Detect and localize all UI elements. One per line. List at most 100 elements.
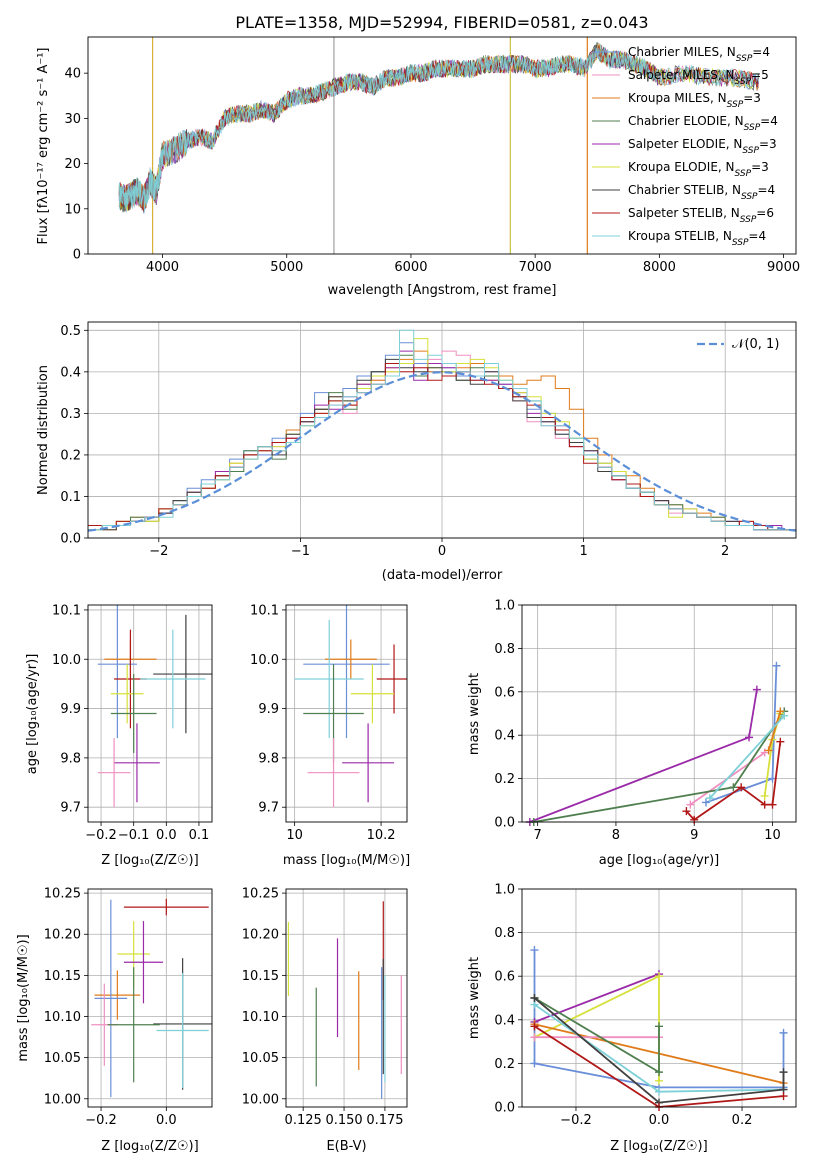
mass-weight-marker — [530, 1033, 539, 1042]
legend-label-tail: =3 — [751, 160, 769, 174]
legend-label-name: Kroupa STELIB, N — [628, 229, 732, 243]
legend-label-name: Chabrier MILES, N — [628, 45, 736, 59]
y-tick-label: 10.25 — [242, 887, 279, 902]
mass-weight-marker — [768, 800, 777, 809]
y-tick-label: 0.0 — [60, 532, 81, 547]
legend-label: Salpeter MILES, NSSP=5 — [628, 68, 769, 87]
y-tick-label: 10.10 — [242, 1010, 279, 1025]
legend-label-tail: =4 — [748, 229, 766, 243]
legend-label-sub: SSP — [736, 54, 753, 64]
mass-weight-marker — [776, 737, 785, 746]
histogram-series — [88, 329, 796, 531]
y-tick-label: 10.15 — [44, 969, 81, 984]
x-axis-label: (data-model)/error — [382, 568, 503, 583]
legend-label-name: Chabrier ELODIE, N — [628, 114, 744, 128]
legend-label-tail: =3 — [743, 91, 761, 105]
mass-weight-marker — [764, 746, 773, 755]
y-tick-label: 9.8 — [60, 751, 81, 766]
mass-weight-marker — [655, 1068, 663, 1077]
y-tick-label: 0.2 — [494, 772, 515, 787]
x-tick-label: 0.0 — [649, 1113, 670, 1128]
y-tick-label: 0.4 — [494, 1013, 515, 1028]
y-axis-label: mass [log₁₀(M/M☉)] — [16, 934, 31, 1061]
y-tick-label: 1.0 — [494, 883, 515, 898]
legend-label-name: Chabrier STELIB, N — [628, 183, 741, 197]
mass-weight-marker — [682, 807, 691, 816]
x-tick-label: 9000 — [767, 260, 800, 275]
y-axis-label: Flux [fλ10⁻¹⁷ erg cm⁻² s⁻¹ A⁻¹] — [36, 48, 51, 245]
legend-label-sub: SSP — [732, 238, 749, 248]
mass-weight-marker — [701, 798, 710, 807]
x-tick-label: 4000 — [146, 260, 179, 275]
mass-weight-marker — [655, 972, 663, 981]
mass-weight-marker — [530, 946, 539, 955]
x-tick-label: −0.2 — [85, 828, 117, 843]
x-tick-label: −1 — [291, 544, 310, 559]
y-tick-label: 20 — [64, 157, 81, 172]
legend-label-sub: SSP — [735, 77, 752, 87]
y-tick-label: 9.9 — [60, 702, 81, 717]
x-tick-label: 0.175 — [366, 1113, 403, 1128]
y-tick-label: 10.15 — [242, 969, 279, 984]
mass-weight-marker — [772, 661, 781, 670]
x-axis-label: mass [log₁₀(M/M☉)] — [283, 853, 410, 868]
x-tick-label: −2 — [149, 544, 168, 559]
y-tick-label: 0.8 — [494, 926, 515, 941]
legend-label: Chabrier ELODIE, NSSP=4 — [628, 114, 778, 133]
x-tick-label: −0.2 — [85, 1113, 117, 1128]
axes-frame — [87, 36, 797, 255]
legend-label: Kroupa STELIB, NSSP=4 — [628, 229, 766, 248]
y-tick-label: 0.1 — [60, 490, 81, 505]
panel-4 — [518, 604, 796, 826]
x-tick-label: 0 — [438, 544, 446, 559]
y-tick-label: 10.20 — [44, 928, 81, 943]
y-tick-label: 10.10 — [44, 1010, 81, 1025]
axes-frame — [521, 604, 797, 823]
y-tick-label: 10.0 — [250, 653, 279, 668]
x-axis-label: age [log₁₀(age/yr)] — [599, 853, 720, 868]
legend-label-tail: =6 — [756, 206, 774, 220]
y-tick-label: 0.4 — [494, 729, 515, 744]
y-tick-label: 9.8 — [258, 751, 279, 766]
legend-label-sub: SSP — [744, 123, 761, 133]
legend-label-name: Salpeter MILES, N — [628, 68, 735, 82]
y-tick-label: 10.0 — [52, 653, 81, 668]
mass-weight-marker — [737, 783, 746, 792]
y-tick-label: 1.0 — [494, 599, 515, 614]
legend-label-sub: SSP — [742, 146, 759, 156]
y-tick-label: 9.7 — [60, 801, 81, 816]
y-tick-label: 10.00 — [44, 1092, 81, 1107]
x-tick-label: 8000 — [643, 260, 676, 275]
mass-weight-marker — [655, 1076, 663, 1085]
y-tick-label: 0 — [73, 248, 81, 263]
x-tick-label: 7 — [534, 828, 542, 843]
legend-label-name: Kroupa ELODIE, N — [628, 160, 735, 174]
x-tick-label: 5000 — [270, 260, 303, 275]
x-tick-label: 0.1 — [189, 828, 210, 843]
legend-label: Chabrier STELIB, NSSP=4 — [628, 183, 775, 202]
x-tick-label: 7000 — [519, 260, 552, 275]
x-axis-label: E(B-V) — [326, 1139, 366, 1154]
mass-weight-line — [533, 997, 785, 1104]
legend-label: Chabrier MILES, NSSP=4 — [628, 45, 770, 64]
mass-weight-marker — [729, 783, 738, 792]
panel-7 — [518, 888, 796, 1111]
axes-frame — [521, 888, 797, 1108]
x-tick-label: 10.2 — [367, 828, 396, 843]
x-tick-label: 0.125 — [285, 1113, 322, 1128]
y-tick-label: 0.5 — [60, 324, 81, 339]
y-tick-label: 0.2 — [494, 1057, 515, 1072]
x-tick-label: 6000 — [394, 260, 427, 275]
legend-label: Kroupa MILES, NSSP=3 — [628, 91, 761, 110]
y-axis-label: mass weight — [467, 957, 482, 1039]
x-axis-label: Z [log₁₀(Z/Z☉)] — [101, 1139, 198, 1154]
legend-label-tail: =5 — [751, 68, 769, 82]
mass-weight-marker — [760, 800, 769, 809]
axes-frame — [285, 604, 408, 823]
y-tick-label: 10.00 — [242, 1092, 279, 1107]
y-tick-label: 0.0 — [494, 816, 515, 831]
y-axis-label: Normed distribution — [36, 365, 51, 495]
x-axis-label: Z [log₁₀(Z/Z☉)] — [610, 1139, 707, 1154]
y-tick-label: 0.0 — [494, 1101, 515, 1116]
